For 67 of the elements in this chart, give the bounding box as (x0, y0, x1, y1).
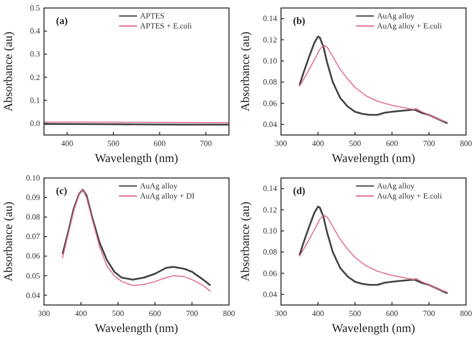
legend-label: AuAg alloy (377, 182, 415, 191)
y-axis-title: Absorbance (au) (1, 32, 15, 112)
annotation: (d) (293, 186, 306, 197)
y-tick-label: 0.4 (30, 26, 40, 36)
x-tick-label: 800 (223, 309, 235, 318)
y-tick-label: 0.10 (263, 56, 277, 66)
y-tick-label: 0.07 (26, 232, 40, 242)
x-tick-label: 300 (38, 309, 50, 318)
x-tick-label: 400 (312, 309, 324, 318)
x-tick-label: 300 (275, 139, 287, 148)
x-tick-label: 700 (423, 139, 435, 148)
y-tick-label: 0.04 (26, 290, 40, 300)
y-tick-label: 0.10 (26, 174, 40, 183)
y-tick-label: 0.06 (263, 268, 277, 278)
annotation: (b) (293, 16, 306, 27)
x-tick-label: 700 (200, 139, 212, 148)
legend-label: AuAg alloy (140, 182, 178, 191)
y-tick-label: 0.04 (263, 120, 277, 129)
x-tick-label: 500 (349, 139, 361, 148)
y-tick-label: 0.06 (263, 98, 277, 108)
y-tick-label: 0.08 (263, 78, 277, 87)
x-axis-title: Wavelength (nm) (94, 151, 178, 165)
x-tick-label: 500 (107, 139, 120, 148)
x-tick-label: 600 (386, 309, 398, 318)
y-tick-label: 0.12 (263, 205, 277, 214)
legend-label: AuAg alloy + E.coli (377, 192, 443, 201)
y-axis-title: Absorbance (au) (1, 202, 15, 282)
y-tick-label: 0.09 (26, 193, 40, 202)
y-tick-label: 0.08 (263, 248, 277, 257)
x-tick-label: 600 (149, 309, 161, 318)
legend-label: AuAg alloy + DI (140, 192, 195, 201)
x-tick-label: 300 (275, 309, 287, 318)
y-tick-label: 0.5 (30, 4, 40, 13)
x-tick-label: 500 (112, 309, 124, 318)
y-tick-label: 0.10 (263, 226, 277, 236)
x-tick-label: 400 (61, 139, 74, 148)
y-tick-label: 0.3 (30, 50, 40, 59)
y-tick-label: 0.14 (263, 14, 277, 24)
y-axis-title: Absorbance (au) (238, 32, 252, 112)
y-tick-label: 0.04 (263, 290, 277, 299)
x-tick-label: 800 (460, 309, 472, 318)
x-tick-label: 600 (154, 139, 166, 148)
x-tick-label: 400 (75, 309, 87, 318)
legend-label: APTES (140, 12, 164, 21)
annotation: (c) (56, 186, 68, 197)
annotation: (a) (56, 16, 68, 27)
x-tick-label: 800 (460, 139, 472, 148)
legend-label: APTES + E.coli (140, 22, 193, 31)
y-tick-label: 0.0 (30, 119, 40, 128)
x-tick-label: 700 (423, 309, 435, 318)
y-axis-title: Absorbance (au) (238, 202, 252, 282)
y-tick-label: 0.05 (26, 271, 40, 280)
y-tick-label: 0.12 (263, 35, 277, 44)
x-axis-title: Wavelength (nm) (332, 321, 416, 335)
y-tick-label: 0.08 (26, 212, 40, 222)
legend-label: AuAg alloy (377, 12, 415, 21)
y-tick-label: 0.2 (30, 72, 40, 82)
legend-label: AuAg alloy + E.coli (377, 22, 443, 31)
x-tick-label: 600 (386, 139, 398, 148)
x-axis-title: Wavelength (nm) (94, 321, 178, 335)
x-axis-title: Wavelength (nm) (332, 151, 416, 165)
x-tick-label: 700 (186, 309, 198, 318)
y-tick-label: 0.06 (26, 252, 40, 261)
x-tick-label: 500 (349, 309, 361, 318)
y-tick-label: 0.1 (30, 96, 40, 105)
y-tick-label: 0.14 (263, 184, 277, 194)
x-tick-label: 400 (312, 139, 324, 148)
